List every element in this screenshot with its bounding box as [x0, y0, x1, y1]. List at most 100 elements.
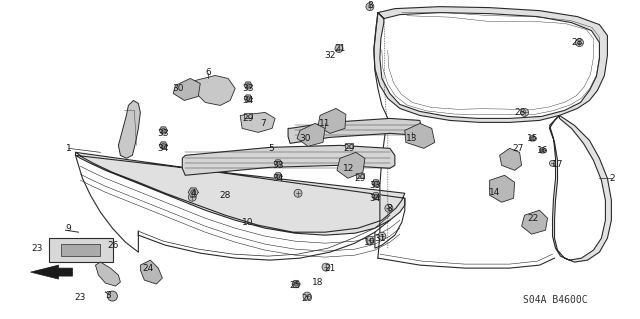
- Polygon shape: [140, 260, 163, 284]
- Circle shape: [385, 204, 393, 212]
- Polygon shape: [288, 118, 422, 143]
- Text: 5: 5: [268, 144, 274, 153]
- Bar: [244, 113, 252, 118]
- Polygon shape: [159, 142, 167, 149]
- Circle shape: [303, 292, 311, 300]
- Circle shape: [541, 149, 544, 152]
- Polygon shape: [61, 244, 100, 256]
- Text: 29: 29: [343, 144, 355, 153]
- Polygon shape: [49, 238, 113, 262]
- Text: 7: 7: [260, 119, 266, 128]
- Polygon shape: [274, 173, 282, 180]
- Polygon shape: [195, 76, 235, 106]
- Circle shape: [531, 137, 534, 140]
- Text: 29: 29: [243, 114, 254, 123]
- Polygon shape: [337, 152, 365, 178]
- Text: 33: 33: [157, 129, 169, 138]
- Text: 34: 34: [243, 96, 254, 105]
- Text: 30: 30: [173, 84, 184, 93]
- Circle shape: [246, 96, 250, 100]
- Text: 23: 23: [75, 293, 86, 301]
- Text: 28: 28: [514, 108, 525, 117]
- Text: 24: 24: [143, 263, 154, 273]
- Circle shape: [550, 160, 556, 166]
- Text: 16: 16: [537, 146, 548, 155]
- Text: 30: 30: [300, 134, 311, 143]
- Text: 33: 33: [243, 84, 254, 93]
- Circle shape: [366, 236, 374, 244]
- Polygon shape: [95, 262, 120, 286]
- Polygon shape: [292, 281, 300, 287]
- Polygon shape: [529, 136, 536, 141]
- Text: 8: 8: [386, 204, 392, 213]
- Text: 17: 17: [552, 160, 563, 169]
- Bar: [356, 173, 364, 178]
- Polygon shape: [318, 108, 346, 133]
- Circle shape: [294, 282, 298, 286]
- Polygon shape: [188, 188, 198, 197]
- Text: 25: 25: [289, 281, 301, 290]
- Text: 4: 4: [191, 189, 196, 198]
- Circle shape: [378, 232, 386, 240]
- Text: 33: 33: [273, 161, 284, 170]
- Text: 26: 26: [108, 241, 119, 250]
- Polygon shape: [374, 7, 607, 122]
- Text: 32: 32: [324, 51, 335, 60]
- Circle shape: [161, 128, 165, 132]
- Circle shape: [322, 263, 330, 271]
- Polygon shape: [500, 148, 522, 170]
- Text: S04A B4600C: S04A B4600C: [524, 295, 588, 305]
- Polygon shape: [76, 152, 405, 235]
- Polygon shape: [540, 148, 545, 153]
- Circle shape: [294, 189, 302, 197]
- Text: 28: 28: [220, 191, 231, 200]
- Polygon shape: [372, 180, 380, 187]
- Text: 34: 34: [273, 174, 284, 183]
- Text: 3: 3: [106, 291, 111, 300]
- Text: 9: 9: [66, 224, 72, 233]
- Text: 10: 10: [243, 218, 254, 227]
- Text: 34: 34: [157, 144, 169, 153]
- Circle shape: [188, 193, 196, 201]
- Circle shape: [520, 108, 529, 116]
- Polygon shape: [405, 123, 435, 148]
- Polygon shape: [182, 145, 395, 175]
- Text: 6: 6: [205, 68, 211, 77]
- Text: 22: 22: [527, 214, 538, 223]
- Text: 34: 34: [369, 194, 381, 203]
- Bar: [345, 143, 353, 148]
- Circle shape: [161, 143, 165, 147]
- Text: 33: 33: [369, 181, 381, 190]
- Circle shape: [276, 174, 280, 178]
- Polygon shape: [118, 100, 140, 158]
- Text: 23: 23: [31, 244, 42, 253]
- Circle shape: [335, 45, 343, 53]
- Text: 14: 14: [489, 188, 500, 197]
- Circle shape: [276, 161, 280, 165]
- Text: 11: 11: [319, 119, 331, 128]
- Text: 15: 15: [527, 134, 538, 143]
- Polygon shape: [159, 127, 167, 134]
- Polygon shape: [550, 115, 611, 262]
- Text: 12: 12: [343, 164, 355, 173]
- Circle shape: [108, 291, 117, 301]
- Text: 21: 21: [334, 44, 346, 53]
- Text: 2: 2: [609, 174, 615, 183]
- Text: 13: 13: [406, 134, 417, 143]
- Polygon shape: [31, 265, 72, 279]
- Polygon shape: [274, 160, 282, 167]
- Polygon shape: [173, 78, 200, 100]
- Text: 20: 20: [301, 293, 313, 302]
- Text: 1: 1: [66, 144, 72, 153]
- Circle shape: [575, 39, 584, 47]
- Text: 31: 31: [374, 234, 386, 243]
- Circle shape: [366, 3, 374, 11]
- Polygon shape: [240, 112, 275, 132]
- Text: FR.: FR.: [86, 278, 101, 286]
- Polygon shape: [490, 175, 515, 202]
- Circle shape: [374, 181, 378, 185]
- Text: 28: 28: [572, 38, 583, 47]
- Text: 18: 18: [312, 278, 324, 286]
- Text: 29: 29: [354, 174, 365, 183]
- Text: 8: 8: [367, 1, 372, 10]
